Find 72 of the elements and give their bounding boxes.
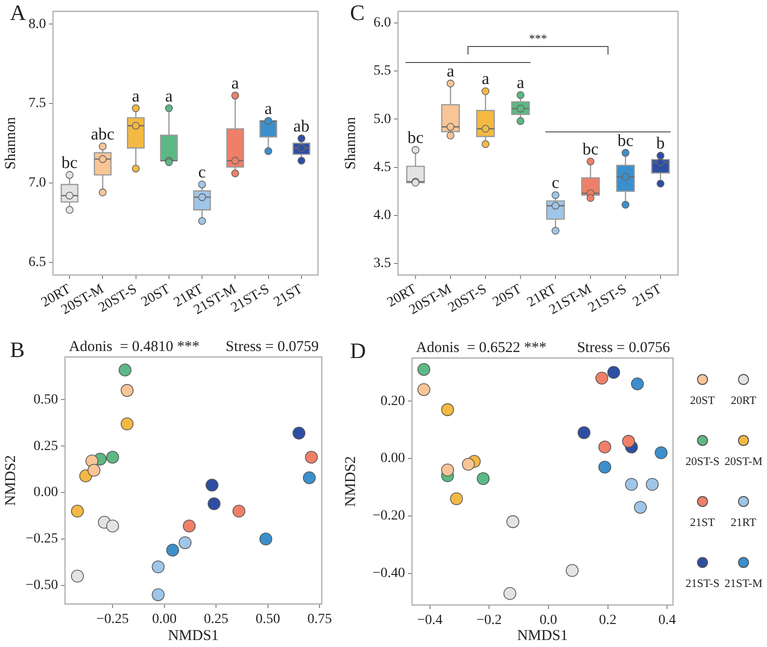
- annotation: ab: [293, 116, 310, 136]
- text: D: [350, 338, 366, 363]
- y-axis-title: NMDS2: [342, 456, 359, 507]
- x-tick-label: 0.00: [152, 612, 177, 628]
- legend-label: 21ST-S: [685, 578, 720, 590]
- text: Stress = 0.0759: [226, 339, 319, 355]
- x-tick-label: 0.25: [204, 612, 228, 628]
- annotation: a: [231, 74, 240, 93]
- text: Adonis = 0.6522 ***: [416, 340, 547, 356]
- y-tick-label: 3.5: [374, 256, 391, 272]
- x-tick-label: −0.25: [96, 612, 129, 628]
- annotation: c: [552, 173, 560, 192]
- y-tick-label: 0.00: [34, 485, 58, 500]
- legend-label: 20ST: [690, 395, 715, 407]
- x-tick-label: 20ST: [490, 282, 525, 310]
- text: B: [10, 337, 25, 362]
- y-tick-label: 6.5: [28, 254, 46, 270]
- x-tick-label: −0.4: [417, 613, 442, 628]
- annotation: abc: [90, 124, 115, 144]
- legend-label: 20ST-M: [724, 456, 762, 468]
- x-tick-label: 20ST: [138, 282, 174, 310]
- x-tick-label: 21ST: [630, 282, 665, 310]
- annotation: c: [198, 162, 206, 182]
- y-tick-label: 0.50: [34, 392, 58, 408]
- y-axis-title: Shannon: [342, 116, 359, 170]
- annotation: ***: [529, 32, 547, 46]
- x-tick-label: 0.75: [307, 612, 332, 628]
- x-axis-title: NMDS1: [168, 628, 219, 644]
- x-tick-label: 0.2: [599, 613, 616, 628]
- y-tick-label: 0.00: [380, 451, 405, 466]
- y-tick-label: 4.5: [374, 160, 391, 175]
- annotation: bc: [407, 128, 424, 147]
- y-tick-label: 0.20: [380, 394, 405, 409]
- y-tick-label: 0.25: [34, 438, 58, 454]
- x-tick-label: 21ST: [271, 282, 306, 310]
- x-tick-label: 0.50: [256, 612, 280, 628]
- annotation: bc: [582, 139, 599, 158]
- y-axis-title: NMDS2: [2, 455, 19, 506]
- annotation: a: [132, 86, 140, 106]
- y-tick-label: 5.5: [374, 64, 391, 79]
- annotation: b: [656, 134, 665, 153]
- y-tick-label: 7.0: [28, 176, 46, 191]
- text: Stress = 0.0756: [576, 340, 670, 356]
- annotation: a: [165, 86, 174, 106]
- annotation: a: [482, 69, 490, 88]
- text: C: [350, 0, 365, 25]
- text: Adonis = 0.4810 ***: [69, 339, 200, 355]
- x-axis-title: NMDS1: [517, 628, 568, 644]
- y-tick-label: 4.0: [374, 208, 391, 224]
- legend-label: 21ST-M: [724, 578, 762, 590]
- annotation: a: [446, 62, 455, 81]
- legend-label: 20RT: [730, 395, 756, 407]
- annotation: a: [264, 98, 273, 118]
- legend-label: 21RT: [730, 517, 756, 529]
- y-tick-label: 6.0: [374, 16, 391, 31]
- annotation: bc: [62, 152, 78, 172]
- y-tick-label: 8.0: [28, 16, 46, 32]
- legend-label: 20ST-S: [685, 456, 720, 468]
- x-tick-label: 0.4: [658, 613, 676, 628]
- annotation: bc: [617, 130, 634, 150]
- x-tick-label: −0.2: [476, 613, 502, 628]
- y-tick-label: −0.50: [26, 578, 58, 594]
- legend-label: 21ST: [690, 517, 715, 529]
- y-tick-label: 5.0: [374, 112, 391, 127]
- y-tick-label: −0.20: [372, 508, 405, 524]
- y-tick-label: −0.25: [26, 532, 58, 547]
- x-tick-label: 0.0: [540, 613, 558, 628]
- y-axis-title: Shannon: [2, 116, 19, 170]
- y-tick-label: 7.5: [28, 96, 46, 112]
- y-tick-label: −0.40: [372, 566, 405, 582]
- annotation: a: [516, 73, 525, 92]
- text: A: [10, 0, 26, 25]
